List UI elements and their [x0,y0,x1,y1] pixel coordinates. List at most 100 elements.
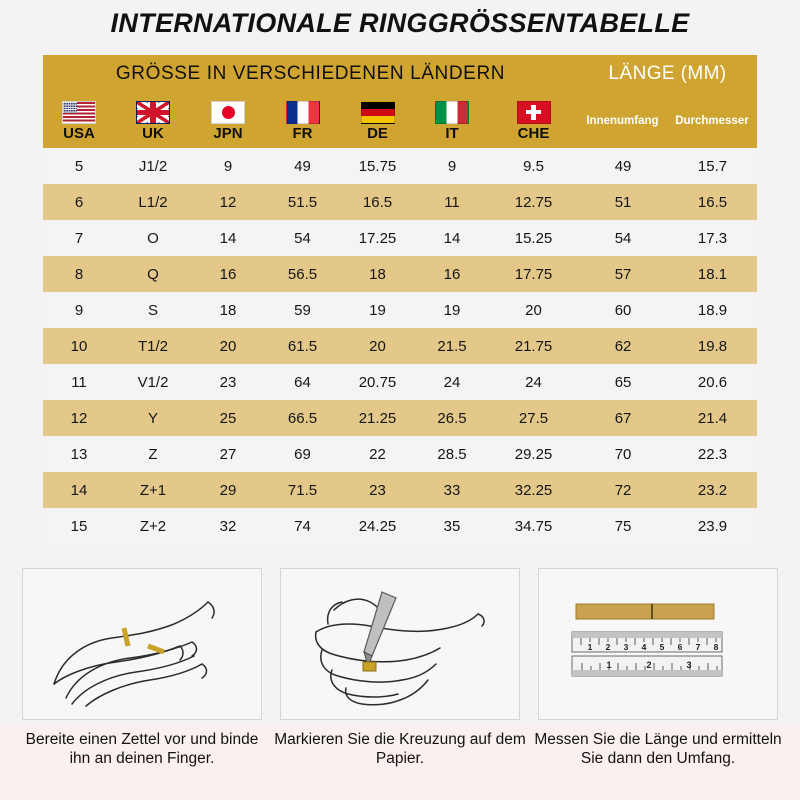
cell-durchmesser: 18.1 [668,256,758,292]
cell-durchmesser: 15.7 [668,148,758,184]
table-row: 6 L1/2 12 51.5 16.5 11 12.75 51 16.5 [43,184,758,220]
column-header-de: DE [340,93,415,148]
group-header-sizes: GRÖSSE IN VERSCHIEDENEN LÄNDERN [43,55,579,93]
cell-it: 9 [415,148,489,184]
cell-uk: Z [115,436,191,472]
cell-uk: L1/2 [115,184,191,220]
cell-it: 16 [415,256,489,292]
flag-germany-icon [360,100,395,124]
cell-it: 26.5 [415,400,489,436]
ruler-cm-tick: 3 [624,642,629,652]
cell-usa: 11 [43,364,115,400]
cell-fr: 49 [265,148,340,184]
cell-che: 20 [489,292,579,328]
cell-fr: 59 [265,292,340,328]
table-row: 10 T1/2 20 61.5 20 21.5 21.75 62 19.8 [43,328,758,364]
column-header-che: CHE [489,93,579,148]
country-code-uk: UK [142,124,164,142]
cell-de: 16.5 [340,184,415,220]
cell-fr: 56.5 [265,256,340,292]
lower-background-band [0,724,800,800]
table-row: 8 Q 16 56.5 18 16 17.75 57 18.1 [43,256,758,292]
cell-usa: 13 [43,436,115,472]
column-header-usa: USA [43,93,115,148]
group-header-length: LÄNGE (MM) [578,55,758,93]
cell-che: 24 [489,364,579,400]
cell-che: 32.25 [489,472,579,508]
country-code-de: DE [367,124,388,142]
column-header-fr: FR [265,93,340,148]
cell-innenumfang: 54 [578,220,669,256]
cell-innenumfang: 70 [578,436,669,472]
cell-innenumfang: 72 [578,472,669,508]
country-code-usa: USA [63,124,95,142]
cell-jpn: 32 [191,508,265,544]
cell-fr: 69 [265,436,340,472]
ruler-inch-tick: 1 [606,660,611,670]
column-header-jpn: JPN [191,93,265,148]
step-1-illustration-box [22,568,262,720]
table-row: 15 Z+2 32 74 24.25 35 34.75 75 23.9 [43,508,758,544]
ruler-cm-tick: 7 [696,642,701,652]
column-header-durchmesser: Durchmesser [675,114,749,127]
cell-innenumfang: 62 [578,328,669,364]
ruler-cm-tick: 6 [678,642,683,652]
cell-usa: 9 [43,292,115,328]
flag-italy-icon [435,100,469,124]
cell-it: 24 [415,364,489,400]
cell-de: 18 [340,256,415,292]
column-header-length-sub: Innenumfang Durchmesser [578,93,758,148]
ruler-cm-tick: 2 [606,642,611,652]
ruler-measuring-strip-icon: 1 2 3 4 5 6 7 8 1 2 3 [571,603,723,677]
flag-usa-icon [62,100,96,124]
cell-de: 19 [340,292,415,328]
cell-de: 23 [340,472,415,508]
cell-it: 33 [415,472,489,508]
cell-che: 9.5 [489,148,579,184]
step-2-caption: Markieren Sie die Kreuzung auf dem Papie… [274,731,526,767]
cell-uk: Z+1 [115,472,191,508]
ruler-cm-tick: 1 [588,642,593,652]
cell-jpn: 27 [191,436,265,472]
hand-with-paper-strip-icon [53,601,215,707]
cell-innenumfang: 67 [578,400,669,436]
step-3-illustration-box: 1 2 3 4 5 6 7 8 1 2 3 [538,568,778,720]
instruction-step-3: 1 2 3 4 5 6 7 8 1 2 3 Messen Sie die Länge und er… [534,568,782,768]
cell-de: 24.25 [340,508,415,544]
table-row: 12 Y 25 66.5 21.25 26.5 27.5 67 21.4 [43,400,758,436]
cell-fr: 54 [265,220,340,256]
ruler-inch-tick: 3 [686,660,691,670]
cell-de: 15.75 [340,148,415,184]
cell-de: 22 [340,436,415,472]
cell-it: 28.5 [415,436,489,472]
cell-de: 21.25 [340,400,415,436]
cell-usa: 10 [43,328,115,364]
cell-innenumfang: 49 [578,148,669,184]
cell-uk: Q [115,256,191,292]
cell-de: 20 [340,328,415,364]
cell-durchmesser: 21.4 [668,400,758,436]
instructions-section: Bereite einen Zettel vor und binde ihn a… [0,568,800,768]
cell-fr: 61.5 [265,328,340,364]
ruler-inch-tick: 2 [646,660,651,670]
cell-it: 11 [415,184,489,220]
cell-uk: Z+2 [115,508,191,544]
cell-usa: 15 [43,508,115,544]
cell-jpn: 16 [191,256,265,292]
instruction-step-1: Bereite einen Zettel vor und binde ihn a… [18,568,266,768]
cell-innenumfang: 51 [578,184,669,220]
cell-usa: 8 [43,256,115,292]
cell-jpn: 29 [191,472,265,508]
column-header-uk: UK [115,93,191,148]
table-row: 13 Z 27 69 22 28.5 29.25 70 22.3 [43,436,758,472]
cell-usa: 7 [43,220,115,256]
cell-fr: 64 [265,364,340,400]
cell-fr: 74 [265,508,340,544]
cell-usa: 5 [43,148,115,184]
column-header-it: IT [415,93,489,148]
cell-che: 17.75 [489,256,579,292]
ruler-cm-tick: 5 [660,642,665,652]
cell-jpn: 20 [191,328,265,364]
flag-switzerland-icon [516,100,551,124]
